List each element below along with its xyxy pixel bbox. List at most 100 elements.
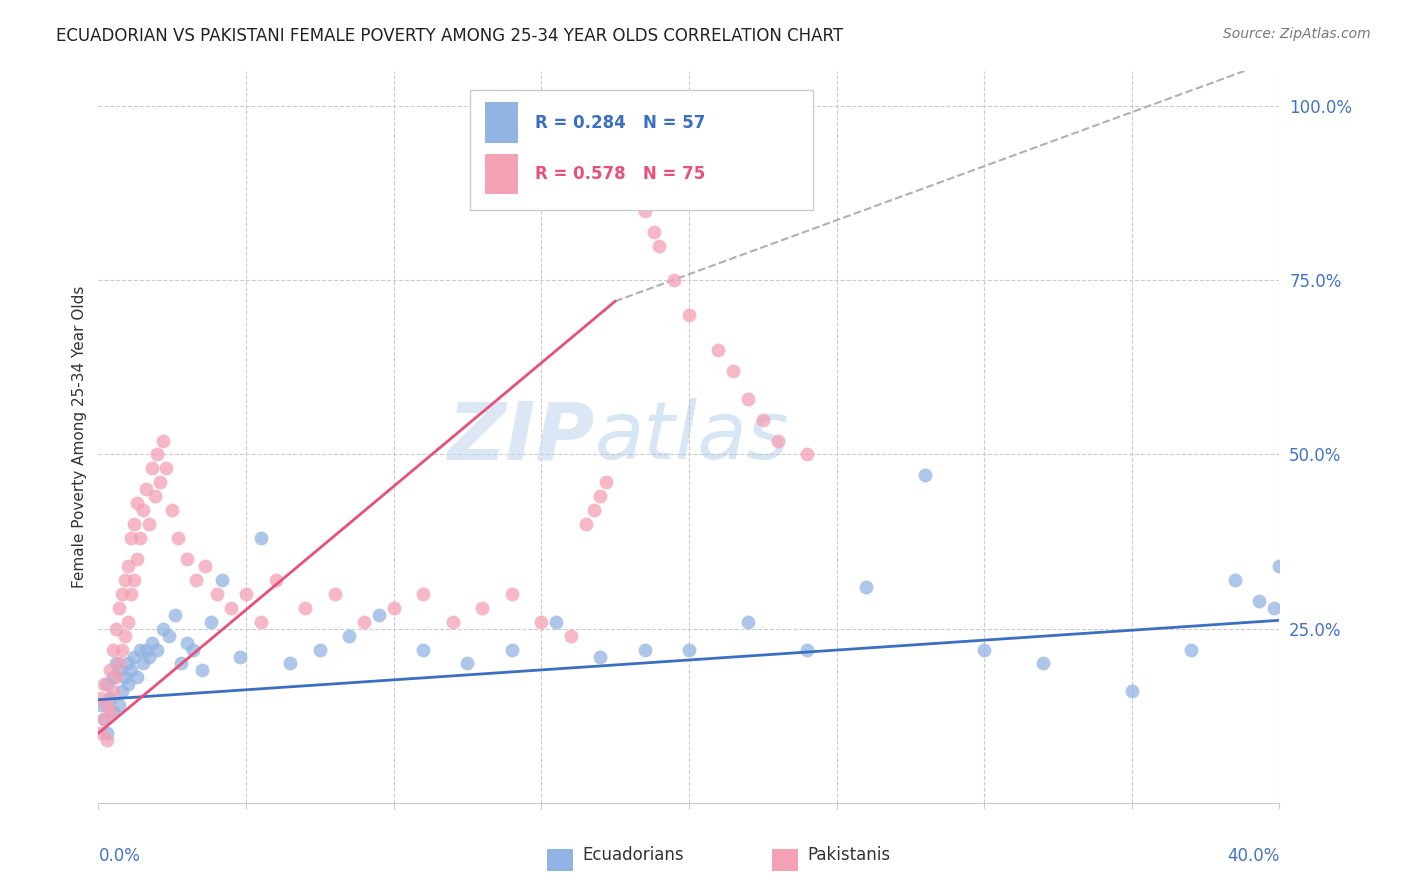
Point bbox=[90, 691, 112, 706]
Point bbox=[229, 649, 252, 664]
Point bbox=[162, 503, 183, 517]
Point bbox=[117, 615, 139, 629]
Point bbox=[93, 712, 115, 726]
Point bbox=[457, 657, 479, 671]
FancyBboxPatch shape bbox=[772, 849, 797, 871]
Point bbox=[96, 726, 118, 740]
Point bbox=[280, 657, 302, 671]
Point bbox=[235, 587, 257, 601]
Point bbox=[914, 468, 936, 483]
Point bbox=[624, 183, 647, 197]
Point bbox=[117, 677, 139, 691]
Point bbox=[90, 698, 112, 713]
Text: ECUADORIAN VS PAKISTANI FEMALE POVERTY AMONG 25-34 YEAR OLDS CORRELATION CHART: ECUADORIAN VS PAKISTANI FEMALE POVERTY A… bbox=[56, 27, 844, 45]
Point bbox=[368, 607, 391, 622]
Point bbox=[132, 503, 155, 517]
Point bbox=[96, 698, 118, 713]
Point bbox=[122, 573, 145, 587]
Text: 0.0%: 0.0% bbox=[98, 847, 141, 864]
Point bbox=[155, 461, 177, 475]
Text: atlas: atlas bbox=[595, 398, 789, 476]
Point bbox=[323, 587, 346, 601]
Point bbox=[138, 517, 160, 532]
Point bbox=[120, 664, 142, 678]
Point bbox=[135, 483, 157, 497]
Point bbox=[191, 664, 214, 678]
Point bbox=[678, 308, 700, 322]
Point bbox=[634, 203, 657, 218]
Point bbox=[382, 600, 405, 615]
Point bbox=[108, 664, 131, 678]
Point bbox=[146, 642, 169, 657]
Point bbox=[170, 657, 193, 671]
Point bbox=[707, 343, 730, 357]
Point bbox=[412, 587, 434, 601]
Point bbox=[114, 629, 136, 643]
Point bbox=[339, 629, 361, 643]
Point bbox=[135, 642, 157, 657]
Point bbox=[176, 552, 198, 566]
Point bbox=[167, 531, 190, 545]
Point bbox=[752, 412, 775, 426]
Point bbox=[634, 642, 657, 657]
Text: R = 0.284   N = 57: R = 0.284 N = 57 bbox=[536, 113, 706, 131]
Point bbox=[181, 642, 204, 657]
Point bbox=[501, 587, 523, 601]
Point bbox=[111, 684, 134, 698]
Point bbox=[501, 642, 523, 657]
Point bbox=[595, 475, 617, 490]
Point bbox=[98, 664, 121, 678]
Point bbox=[221, 600, 243, 615]
Point bbox=[583, 503, 606, 517]
Point bbox=[152, 434, 174, 448]
Point bbox=[98, 705, 121, 719]
Point bbox=[1180, 642, 1202, 657]
Point bbox=[589, 489, 612, 503]
Point bbox=[96, 733, 118, 747]
Point bbox=[619, 169, 641, 183]
Point bbox=[471, 600, 494, 615]
Point bbox=[648, 238, 671, 252]
Point bbox=[125, 496, 148, 510]
FancyBboxPatch shape bbox=[471, 90, 813, 211]
Point bbox=[149, 475, 172, 490]
Point bbox=[250, 615, 273, 629]
Point bbox=[723, 364, 745, 378]
Point bbox=[1032, 657, 1054, 671]
Point bbox=[1263, 600, 1285, 615]
Point bbox=[184, 573, 207, 587]
Point bbox=[152, 622, 174, 636]
Point bbox=[766, 434, 789, 448]
Point bbox=[855, 580, 877, 594]
Point bbox=[111, 642, 134, 657]
Point bbox=[737, 392, 759, 406]
Point bbox=[108, 698, 131, 713]
Point bbox=[103, 684, 125, 698]
Point bbox=[176, 635, 198, 649]
Point bbox=[264, 573, 287, 587]
Point bbox=[157, 629, 180, 643]
Point bbox=[125, 670, 148, 684]
Point bbox=[128, 531, 150, 545]
Text: Pakistanis: Pakistanis bbox=[807, 847, 890, 864]
Point bbox=[120, 531, 142, 545]
Point bbox=[105, 657, 128, 671]
Point bbox=[93, 712, 115, 726]
Point bbox=[98, 691, 121, 706]
Point bbox=[165, 607, 187, 622]
Point bbox=[96, 677, 118, 691]
Point bbox=[309, 642, 332, 657]
Text: ZIP: ZIP bbox=[447, 398, 595, 476]
Point bbox=[194, 558, 217, 573]
Point bbox=[1225, 573, 1247, 587]
Point bbox=[105, 670, 128, 684]
Point bbox=[589, 649, 612, 664]
Point bbox=[120, 587, 142, 601]
Text: R = 0.578   N = 75: R = 0.578 N = 75 bbox=[536, 165, 706, 183]
Point bbox=[103, 642, 125, 657]
Point bbox=[546, 615, 568, 629]
Point bbox=[973, 642, 995, 657]
Point bbox=[141, 461, 163, 475]
Point bbox=[796, 448, 818, 462]
Text: 40.0%: 40.0% bbox=[1227, 847, 1279, 864]
